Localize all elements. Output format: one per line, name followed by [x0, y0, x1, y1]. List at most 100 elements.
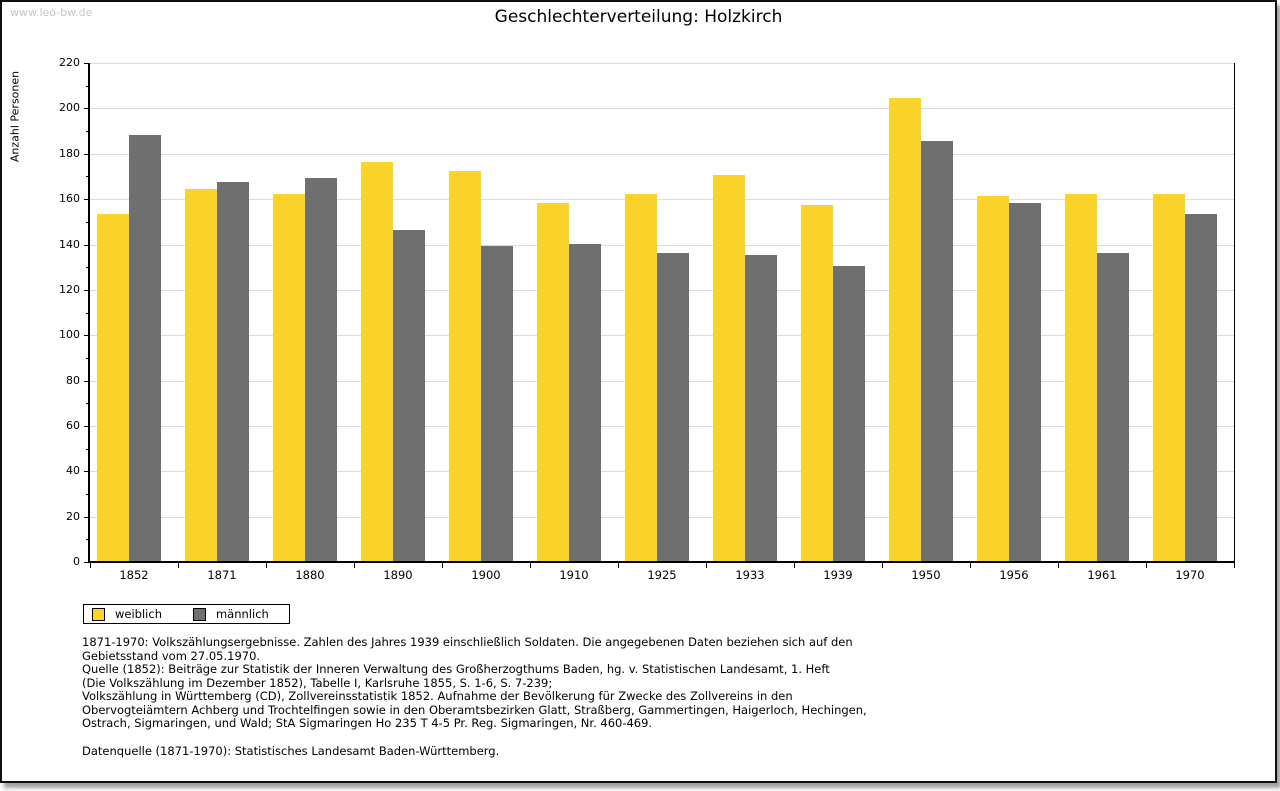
x-tick-label-1852: 1852: [119, 568, 149, 582]
bar-maennlich-1939: [833, 266, 865, 561]
x-tick-label-1961: 1961: [1087, 568, 1117, 582]
y-major-tick-60: [84, 425, 90, 427]
leo-bw-watermark: www.leo-bw.de: [10, 6, 93, 19]
x-boundary-tick-10: [970, 562, 971, 568]
x-boundary-tick-12: [1146, 562, 1147, 568]
footnote-line: 1871-1970: Volkszählungsergebnisse. Zahl…: [82, 635, 853, 649]
x-boundary-tick-2: [266, 562, 267, 568]
y-gridline-140: [90, 244, 1234, 246]
footnote-line: Gebietsstand vom 27.05.1970.: [82, 648, 261, 663]
bar-weiblich-1970: [1153, 193, 1185, 561]
bar-maennlich-1956: [1009, 202, 1041, 561]
footnote-line: Obervogteiämtern Achberg und Trochtelfin…: [82, 702, 867, 717]
bar-weiblich-1890: [361, 161, 393, 561]
x-tick-label-1910: 1910: [559, 568, 589, 582]
x-tick-label-1939: 1939: [823, 568, 853, 582]
y-major-tick-200: [84, 108, 90, 110]
bar-weiblich-1933: [713, 175, 745, 561]
y-tick-label-160: 160: [59, 192, 80, 206]
y-gridline-200: [90, 108, 1234, 110]
y-major-tick-140: [84, 244, 90, 246]
y-major-tick-120: [84, 289, 90, 291]
y-major-tick-100: [84, 335, 90, 337]
y-tick-label-60: 60: [66, 418, 80, 432]
y-gridline-180: [90, 153, 1234, 155]
y-major-tick-80: [84, 380, 90, 382]
y-tick-label-120: 120: [59, 282, 80, 296]
footnote-line: Volkszählung in Württemberg (CD), Zollve…: [82, 689, 793, 703]
y-major-tick-220: [84, 63, 90, 64]
bar-maennlich-1933: [745, 254, 777, 561]
y-major-tick-0: [84, 562, 90, 563]
y-tick-label-80: 80: [66, 373, 80, 387]
bar-maennlich-1852: [129, 134, 161, 561]
x-boundary-tick-0: [90, 562, 91, 568]
y-axis-line: [88, 63, 90, 563]
x-tick-label-1871: 1871: [207, 568, 237, 582]
legend-swatch-weiblich: [92, 607, 105, 621]
footnote-line: Quelle (1852): Beiträge zur Statistik de…: [82, 662, 830, 676]
y-gridline-220: [90, 63, 1234, 64]
bar-weiblich-1900: [449, 170, 481, 561]
y-axis-title: Anzahl Personen: [8, 70, 22, 163]
bar-maennlich-1871: [217, 182, 249, 561]
y-major-tick-20: [84, 516, 90, 518]
chart-legend: weiblich männlich: [83, 604, 290, 624]
x-boundary-tick-11: [1058, 562, 1059, 568]
x-tick-label-1970: 1970: [1175, 568, 1205, 582]
footnotes-block: 1871-1970: Volkszählungsergebnisse. Zahl…: [82, 635, 867, 758]
bar-maennlich-1890: [393, 229, 425, 561]
bar-weiblich-1871: [185, 189, 217, 561]
x-tick-label-1900: 1900: [471, 568, 501, 582]
bar-weiblich-1910: [537, 202, 569, 561]
footnote-line: (Die Volkszählung im Dezember 1852), Tab…: [82, 675, 553, 690]
x-tick-label-1950: 1950: [911, 568, 941, 582]
bar-maennlich-1961: [1097, 252, 1129, 561]
bar-weiblich-1939: [801, 204, 833, 561]
bar-maennlich-1970: [1185, 214, 1217, 561]
bar-maennlich-1910: [569, 243, 601, 561]
x-boundary-tick-7: [706, 562, 707, 568]
x-tick-label-1890: 1890: [383, 568, 413, 582]
bar-weiblich-1950: [889, 98, 921, 561]
x-boundary-tick-5: [530, 562, 531, 568]
legend-item-weiblich: weiblich: [92, 607, 162, 621]
y-tick-label-140: 140: [59, 237, 80, 251]
x-boundary-tick-6: [618, 562, 619, 568]
bar-weiblich-1925: [625, 193, 657, 561]
legend-label-weiblich: weiblich: [115, 607, 162, 621]
y-major-tick-40: [84, 471, 90, 473]
x-axis-line: [88, 561, 1234, 563]
y-gridline-160: [90, 199, 1234, 201]
right-border-line: [1234, 63, 1235, 562]
datasource-line: Datenquelle (1871-1970): Statistisches L…: [82, 743, 500, 758]
chart-title: Geschlechterverteilung: Holzkirch: [494, 7, 783, 27]
bar-maennlich-1925: [657, 252, 689, 561]
legend-label-maennlich: männlich: [215, 607, 269, 621]
bar-weiblich-1956: [977, 195, 1009, 561]
x-boundary-tick-3: [354, 562, 355, 568]
x-tick-label-1925: 1925: [647, 568, 677, 582]
bar-maennlich-1950: [921, 141, 953, 561]
x-boundary-tick-4: [442, 562, 443, 568]
y-tick-label-0: 0: [73, 555, 80, 568]
y-tick-label-220: 220: [59, 56, 80, 69]
legend-item-maennlich: männlich: [192, 607, 269, 621]
y-tick-label-100: 100: [59, 328, 80, 342]
bar-weiblich-1961: [1065, 193, 1097, 561]
bar-weiblich-1852: [97, 214, 129, 561]
x-boundary-tick-8: [794, 562, 795, 568]
y-tick-label-180: 180: [59, 146, 80, 160]
bar-maennlich-1900: [481, 245, 513, 561]
legend-swatch-maennlich: [192, 607, 206, 621]
x-tick-label-1880: 1880: [295, 568, 325, 582]
x-tick-label-1956: 1956: [999, 568, 1029, 582]
y-major-tick-160: [84, 199, 90, 201]
x-tick-label-1933: 1933: [735, 568, 765, 582]
x-boundary-tick-1: [178, 562, 179, 568]
footnote-line: Ostrach, Sigmaringen, und Wald; StA Sigm…: [82, 716, 653, 730]
x-boundary-tick-13: [1234, 562, 1235, 568]
bar-weiblich-1880: [273, 193, 305, 561]
bar-maennlich-1880: [305, 177, 337, 561]
